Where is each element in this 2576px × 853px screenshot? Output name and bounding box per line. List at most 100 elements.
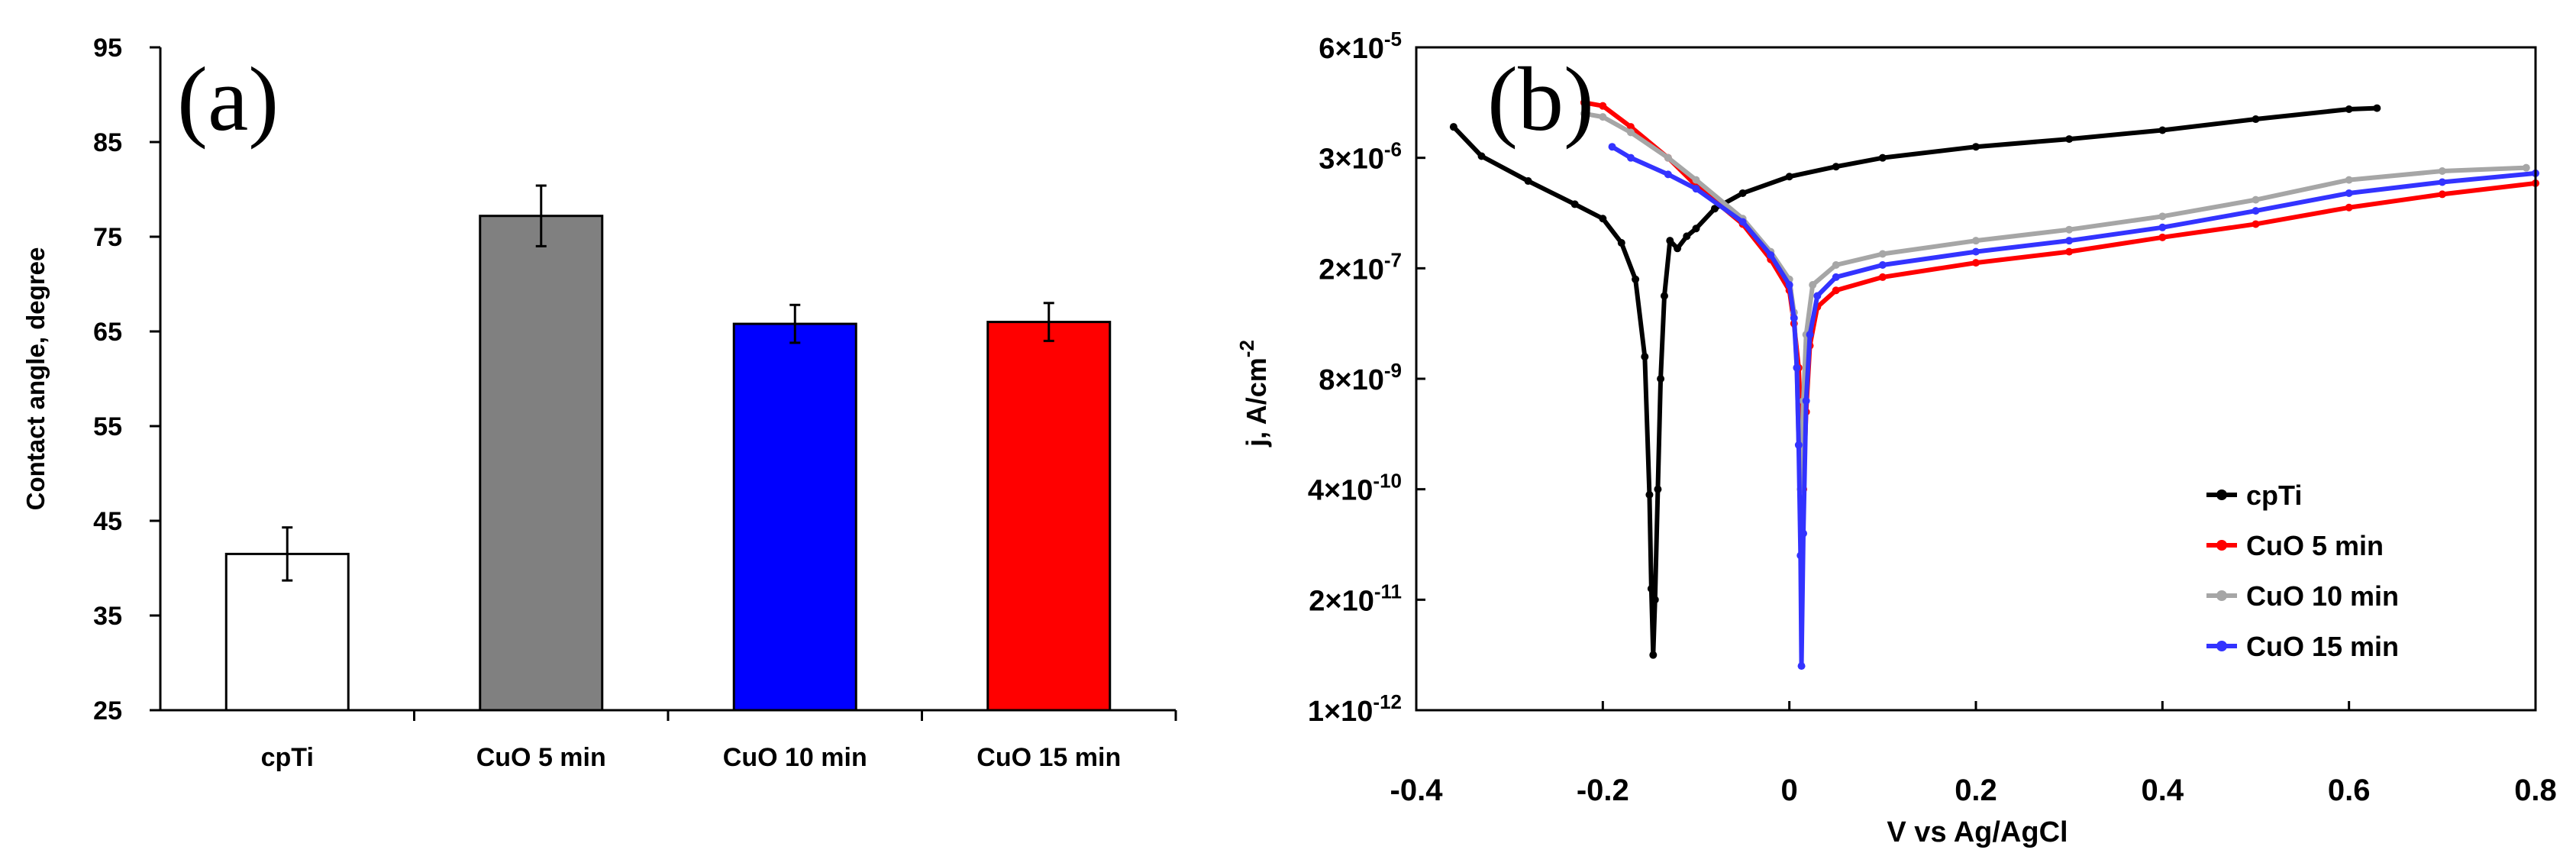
data-point <box>1972 259 1980 267</box>
legend-label: CuO 15 min <box>2246 631 2399 662</box>
legend-item: CuO 15 min <box>2206 631 2399 662</box>
data-point <box>1796 551 1805 560</box>
data-point <box>1683 232 1691 241</box>
data-point <box>1524 177 1532 186</box>
data-point <box>1449 123 1457 131</box>
data-point <box>2252 207 2260 215</box>
data-point <box>1617 239 1625 247</box>
data-point <box>1580 109 1588 118</box>
series-line <box>1581 100 2538 492</box>
data-point <box>1794 441 1803 449</box>
line-chart-panel: (b) 6×10-5 3×10-6 2×10-7 8×10-9 4×10-10 2×10-… <box>1235 27 2557 848</box>
data-point <box>1647 584 1655 593</box>
data-point <box>1599 215 1607 223</box>
data-point <box>2345 176 2353 184</box>
data-point <box>1802 396 1810 405</box>
data-point <box>1832 286 1840 295</box>
data-point <box>1664 170 1672 179</box>
legend-marker <box>2216 490 2227 500</box>
y-tick-label: 65 <box>93 318 122 347</box>
y-tick-label: 1×10-12 <box>1308 690 1402 728</box>
legend-item: CuO 5 min <box>2206 530 2384 561</box>
x-tick-label: 0.8 <box>2514 774 2557 807</box>
data-point <box>1878 250 1887 258</box>
data-point <box>2158 233 2167 241</box>
data-point <box>2438 190 2446 199</box>
y-tick-label: 55 <box>93 412 122 441</box>
x-tick-label: CuO 5 min <box>476 743 606 772</box>
bar <box>732 322 857 712</box>
data-point <box>2252 220 2260 228</box>
data-point <box>1626 153 1635 162</box>
data-point <box>1641 353 1649 361</box>
x-tick-label: 0.2 <box>1955 774 1997 807</box>
legend-label: CuO 5 min <box>2246 530 2384 561</box>
data-point <box>1785 173 1793 181</box>
y-tick-label: 95 <box>93 34 122 63</box>
data-point <box>1651 596 1659 604</box>
bar <box>986 321 1112 712</box>
x-tick-label: CuO 10 min <box>723 743 867 772</box>
y-tick-label: 4×10-10 <box>1308 470 1402 507</box>
data-point <box>2345 189 2353 197</box>
data-point <box>2158 212 2167 221</box>
error-bar <box>1043 302 1054 342</box>
data-point <box>1649 651 1658 659</box>
data-point <box>1813 292 1822 300</box>
legend: cpTi CuO 5 min CuO 10 min CuO 15 min <box>2206 480 2399 662</box>
data-point <box>1767 250 1775 259</box>
data-point <box>2065 135 2074 144</box>
data-point <box>1972 247 1980 256</box>
data-point <box>1674 244 1682 253</box>
data-point <box>1799 529 1807 538</box>
data-point <box>2345 105 2353 114</box>
data-point <box>1632 275 1640 283</box>
y-tick-label: 8×10-9 <box>1319 359 1402 396</box>
x-tick-label: CuO 15 min <box>976 743 1121 772</box>
data-point <box>2158 223 2167 231</box>
data-point <box>2345 203 2353 212</box>
x-tick-label: 0 <box>1781 774 1798 807</box>
series-group <box>1449 99 2539 670</box>
y-tick-label: 3×10-6 <box>1319 138 1402 176</box>
y-tick-label: 6×10-5 <box>1319 27 1402 65</box>
data-point <box>1570 200 1579 208</box>
data-point <box>1710 205 1719 213</box>
x-tick-label: -0.4 <box>1390 774 1444 807</box>
legend-label: cpTi <box>2246 480 2302 511</box>
data-point <box>1878 273 1887 281</box>
data-point <box>2252 115 2260 124</box>
y-tick-label: 85 <box>93 128 122 157</box>
data-point <box>1692 176 1700 184</box>
y-tick-label: 35 <box>93 602 122 631</box>
data-point <box>1832 163 1840 171</box>
x-tick-label: cpTi <box>261 743 314 772</box>
data-point <box>2158 126 2167 134</box>
data-point <box>2252 195 2260 204</box>
data-point <box>1608 143 1616 151</box>
y-tick-label: 25 <box>93 696 122 725</box>
data-point <box>1692 185 1700 193</box>
panel-b-label: (b) <box>1487 48 1594 150</box>
y-tick-label: 2×10-7 <box>1319 248 1402 286</box>
data-point <box>1832 260 1840 269</box>
x-tick-label: 0.4 <box>2142 774 2184 807</box>
data-point <box>1790 314 1798 322</box>
data-point <box>1654 485 1662 493</box>
legend-marker <box>2216 590 2227 601</box>
error-bar <box>535 184 547 247</box>
bar-chart-panel: (a) 25 35 45 55 65 75 85 95 cpTi CuO 5 min CuO 10… <box>21 34 1177 772</box>
y-axis-title: Contact angle, degree <box>21 247 50 511</box>
data-point <box>1972 143 1980 151</box>
data-point <box>1972 237 1980 245</box>
data-point <box>1599 102 1607 110</box>
data-point <box>1664 153 1672 162</box>
y-tick-label: 45 <box>93 507 122 536</box>
data-point <box>1645 490 1654 499</box>
data-point <box>1797 662 1806 670</box>
data-point <box>1657 375 1665 383</box>
data-point <box>1738 218 1747 226</box>
x-tick-label: 0.6 <box>2328 774 2371 807</box>
data-point <box>1832 273 1840 281</box>
